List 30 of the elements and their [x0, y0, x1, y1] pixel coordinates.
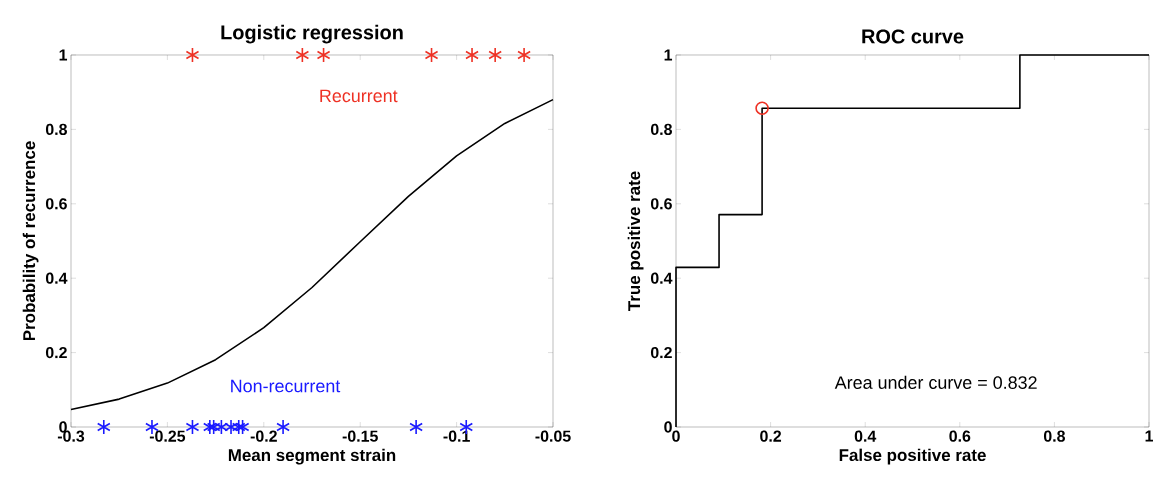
y-tick-label: 0.4 — [45, 272, 68, 284]
x-tick-label: -0.15 — [342, 430, 378, 442]
annotation: Area under curve = 0.832 — [834, 375, 1037, 389]
y-tick-label: 0.2 — [650, 346, 672, 359]
y-tick-label: 0.8 — [650, 123, 672, 136]
y-tick-label: 0.6 — [650, 198, 672, 210]
x-tick-label: 0.6 — [949, 430, 971, 442]
x-tick-label: 0.4 — [854, 430, 877, 442]
x-tick-label: 0.8 — [1043, 430, 1065, 442]
y-axis-title: True positive rate — [627, 171, 644, 311]
chart-title: ROC curve — [862, 29, 964, 44]
x-tick-label: 1 — [1145, 430, 1153, 442]
x-tick-label: 0.2 — [760, 430, 782, 442]
x-axis-title: False positive rate — [839, 448, 986, 465]
series-label: Non-recurrent — [231, 379, 341, 393]
y-tick-label: 0 — [664, 421, 672, 433]
y-tick-label: 1 — [59, 49, 68, 61]
x-tick-label: -0.1 — [443, 430, 470, 442]
x-axis-title: Mean segment strain — [228, 448, 396, 465]
x-tick-label: -0.05 — [535, 430, 571, 442]
y-tick-label: 0.6 — [45, 198, 67, 210]
x-tick-label: -0.25 — [149, 430, 186, 442]
chart-title: Logistic regression — [221, 24, 403, 44]
y-tick-label: 0.8 — [45, 123, 67, 136]
y-tick-label: 0.4 — [650, 272, 673, 284]
y-tick-label: 0.2 — [45, 346, 67, 359]
series-label: Recurrent — [320, 89, 398, 103]
y-axis-title: Probability of recurrence — [22, 141, 39, 341]
y-tick-label: 1 — [664, 49, 673, 61]
x-tick-label: -0.2 — [250, 430, 277, 442]
